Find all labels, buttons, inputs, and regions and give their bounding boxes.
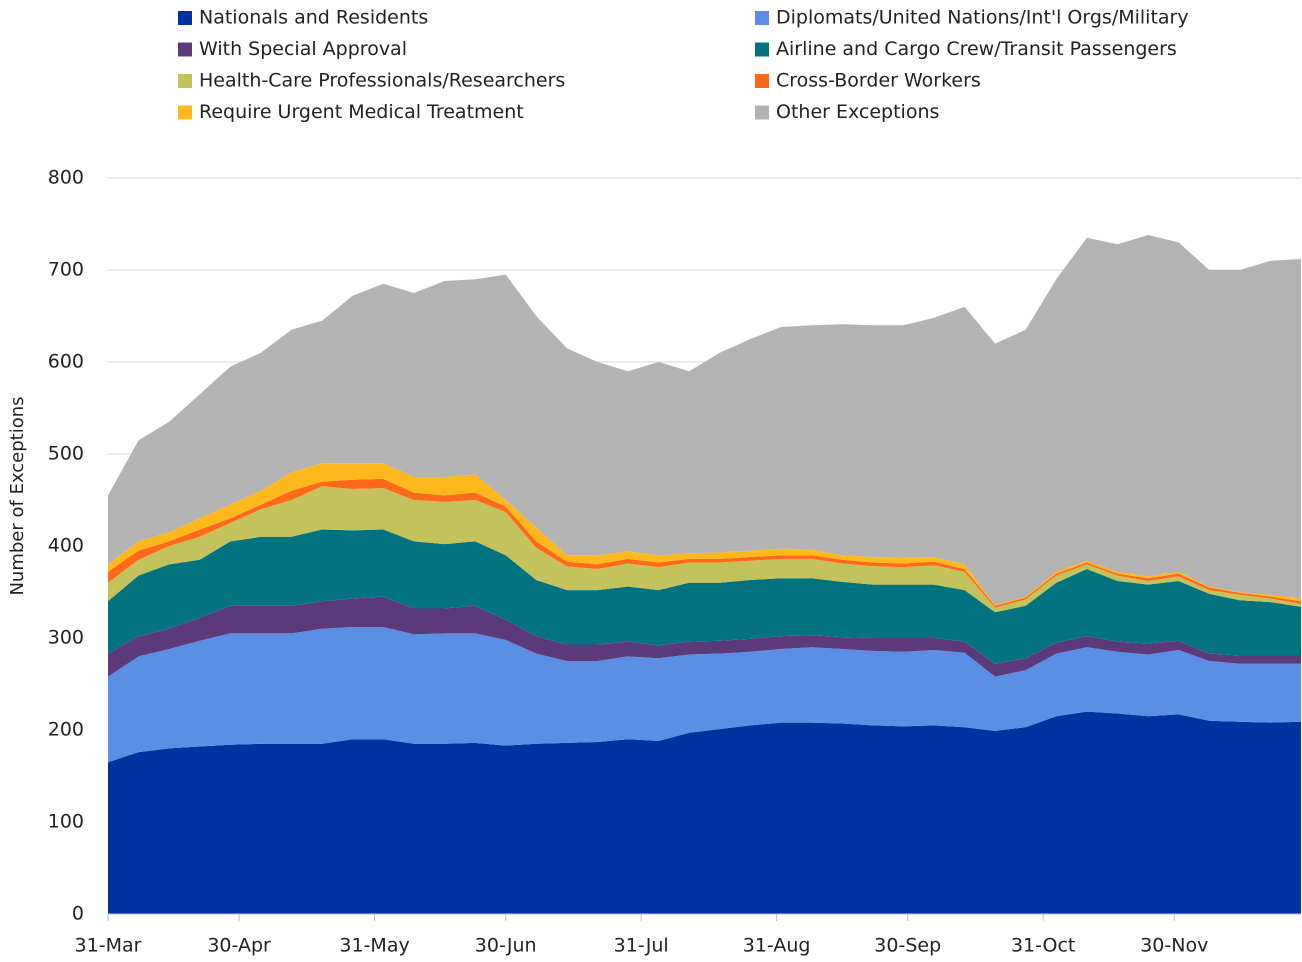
- legend-swatch: [178, 74, 192, 88]
- legend-swatch: [755, 11, 769, 25]
- y-tick-label: 400: [48, 535, 84, 557]
- legend-swatch: [755, 42, 769, 57]
- area: [108, 626, 1301, 763]
- legend-label: With Special Approval: [199, 38, 407, 60]
- x-tick-label: 30-Sep: [874, 935, 941, 957]
- y-tick-label: 700: [48, 259, 84, 281]
- legend-swatch: [755, 74, 769, 88]
- y-tick-label: 300: [48, 627, 84, 649]
- x-tick-label: 31-Oct: [1011, 935, 1075, 957]
- y-tick-label: 200: [48, 719, 84, 741]
- x-tick-label: 30-Nov: [1140, 935, 1208, 957]
- legend-label: Other Exceptions: [776, 101, 939, 123]
- x-tick-label: 30-Apr: [207, 935, 271, 957]
- area: [108, 486, 1301, 613]
- y-tick-label: 600: [48, 351, 84, 373]
- x-tick-label: 31-Aug: [743, 935, 811, 957]
- y-tick-label: 100: [48, 811, 84, 833]
- legend-label: Health-Care Professionals/Researchers: [199, 70, 565, 92]
- legend-swatch: [178, 11, 192, 25]
- legend-swatch: [178, 105, 192, 120]
- area: [108, 596, 1301, 677]
- y-tick-label: 0: [72, 903, 84, 925]
- x-tick-label: 31-Mar: [75, 935, 142, 957]
- legend-swatch: [178, 42, 192, 57]
- legend-label: Require Urgent Medical Treatment: [199, 101, 524, 123]
- x-tick-label: 31-May: [339, 935, 409, 957]
- area: [108, 711, 1301, 914]
- legend-label: Nationals and Residents: [199, 7, 428, 29]
- y-tick-label: 800: [48, 167, 84, 189]
- legend-swatch: [755, 105, 769, 120]
- area: [108, 235, 1301, 605]
- x-tick-label: 31-Jul: [614, 935, 669, 957]
- legend-label: Cross-Border Workers: [776, 70, 981, 92]
- legend-label: Airline and Cargo Crew/Transit Passenger…: [776, 38, 1177, 60]
- area: [108, 529, 1301, 664]
- y-axis-label: Number of Exceptions: [7, 396, 28, 595]
- y-tick-label: 500: [48, 443, 84, 465]
- x-tick-label: 30-Jun: [475, 935, 537, 957]
- legend-label: Diplomats/United Nations/Int'l Orgs/Mili…: [776, 7, 1189, 29]
